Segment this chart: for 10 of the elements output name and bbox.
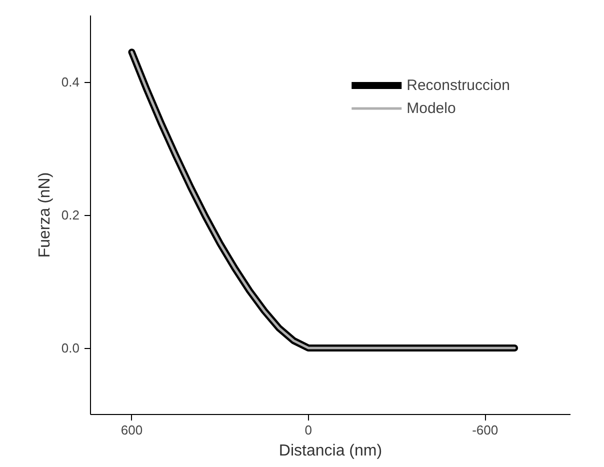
x-tick-label: -600 bbox=[472, 422, 498, 438]
y-tick-label: 0.2 bbox=[61, 208, 80, 222]
legend-label: Modelo bbox=[406, 100, 456, 116]
legend-label: Reconstruccion bbox=[406, 76, 510, 94]
y-axis-title: Fuerza (nN) bbox=[36, 172, 54, 258]
y-tick-label: 0.0 bbox=[61, 340, 80, 356]
x-axis-title: Distancia (nm) bbox=[278, 442, 382, 460]
x-tick-label: 0 bbox=[304, 422, 312, 438]
x-tick-label: 600 bbox=[120, 422, 143, 438]
y-tick-label: 0.4 bbox=[61, 74, 80, 90]
